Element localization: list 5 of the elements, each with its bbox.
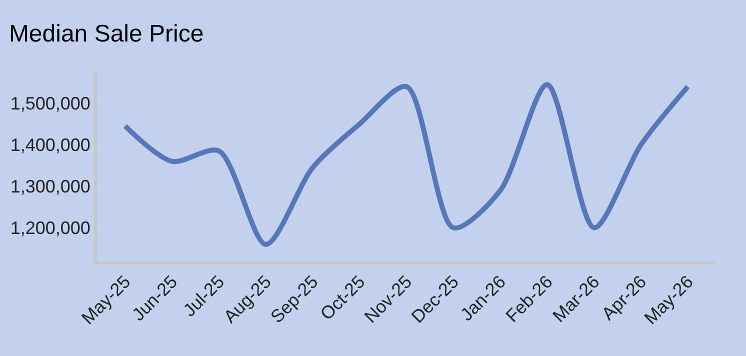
chart-title: Median Sale Price bbox=[8, 20, 204, 48]
y-tick-label: 1,400,000 bbox=[10, 135, 90, 156]
y-tick-label: 1,300,000 bbox=[10, 176, 90, 197]
y-tick-label: 1,200,000 bbox=[10, 218, 90, 238]
y-tick-label: 1,500,000 bbox=[10, 94, 90, 114]
